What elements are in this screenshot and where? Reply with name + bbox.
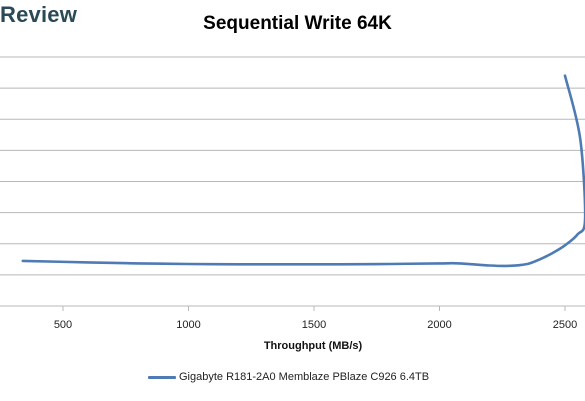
series-layer: [21, 74, 585, 268]
x-tick-label: 1000: [176, 319, 200, 331]
legend: Gigabyte R181-2A0 Memblaze PBlaze C926 6…: [148, 371, 429, 383]
legend-swatch: [148, 375, 176, 379]
gridlines: [0, 56, 585, 307]
x-axis-ticks: 500 1000 1500 2000 2500: [54, 306, 577, 331]
chart-title: Sequential Write 64K: [203, 13, 392, 34]
x-axis-label: Throughput (MB/s): [264, 340, 363, 352]
x-tick-label: 2000: [427, 319, 451, 331]
x-tick-label: 500: [54, 319, 72, 331]
series-line: [21, 74, 585, 268]
x-tick-label: 1500: [302, 319, 326, 331]
x-tick-label: 2500: [553, 319, 577, 331]
brand-logo-text: Review: [0, 2, 78, 27]
legend-label: Gigabyte R181-2A0 Memblaze PBlaze C926 6…: [179, 371, 430, 383]
